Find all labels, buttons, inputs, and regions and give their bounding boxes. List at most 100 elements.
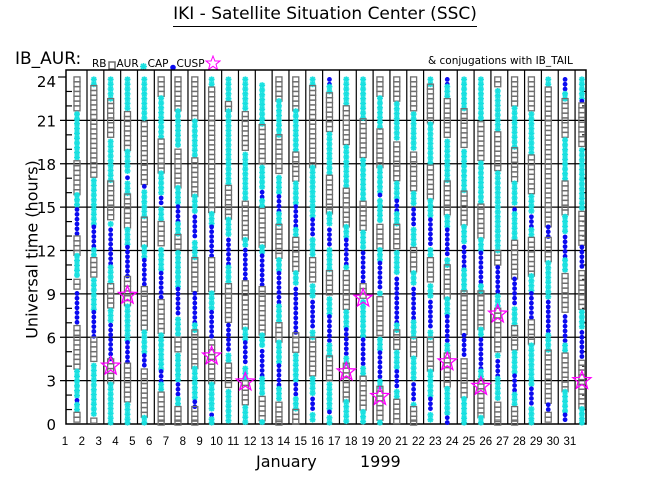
title-text: IKI - Satellite Situation Center (SSC) [173,4,477,27]
aur-marker [562,347,569,354]
cap-marker [74,211,80,217]
day-column-8 [191,76,199,426]
aur-marker [309,251,316,258]
aur-marker [208,81,215,88]
cap-marker [411,211,416,217]
aur-marker [174,254,181,261]
rb-marker [73,416,81,423]
x-tick-label: 24 [446,436,459,448]
aur-marker [90,81,97,88]
aur-marker [292,405,299,412]
aur-marker [259,341,266,348]
rb-marker [73,105,81,112]
cap-marker [360,250,366,256]
cap-marker [259,282,265,288]
aur-marker [511,225,518,232]
cap-marker [125,263,130,269]
cap-marker [175,382,181,387]
aur-marker [275,126,282,133]
cap-marker [444,77,450,82]
cap-marker [91,224,97,230]
cap-marker [343,351,349,357]
aur-marker [225,86,232,93]
rb-marker [578,140,586,148]
aur-marker [444,172,451,179]
aur-marker [343,398,350,405]
aur-marker [141,95,148,102]
cap-marker [562,333,568,339]
aur-marker [410,200,417,207]
day-column-25 [477,76,485,426]
aur-marker [511,129,518,136]
cap-marker [394,373,400,379]
aur-marker [107,386,114,393]
aur-marker [393,220,400,227]
cusp-conjunction-star [99,354,122,376]
aur-marker [494,194,501,201]
aur-marker [158,266,165,273]
day-column-9 [207,76,216,426]
cap-marker [276,194,282,199]
aur-marker [124,401,131,408]
cap-marker [562,253,568,259]
cap-marker [158,285,164,290]
aur-marker [528,380,535,387]
cap-marker [276,368,282,373]
cap-marker [276,285,282,290]
cap-marker [293,301,299,306]
aur-marker [461,238,468,245]
cap-marker [209,229,215,235]
cap-marker [175,310,181,316]
aur-marker [174,376,181,383]
aur-marker [494,180,501,187]
aur-marker [107,172,114,179]
rb-marker [409,415,418,422]
cap-marker [293,204,299,210]
aur-marker [225,137,232,144]
aur-marker [393,269,400,276]
aur-marker [191,193,198,200]
cap-marker [461,263,467,269]
aur-marker [292,279,299,286]
cap-marker [461,337,467,343]
conjugation-note: & conjugations with IB_TAIL [428,55,573,67]
aur-marker [208,419,215,426]
cap-marker [175,386,181,392]
cap-marker [327,237,332,242]
aur-marker [494,298,501,305]
aur-marker [124,190,131,197]
cap-marker [141,362,147,368]
cap-marker [91,229,97,235]
x-tick-label: 14 [277,436,290,448]
cap-marker [209,224,215,230]
cap-marker [310,299,316,305]
cap-marker [310,406,316,411]
aur-marker [477,414,484,421]
aur-marker [90,251,97,258]
aur-marker [174,330,181,337]
aur-marker [427,197,434,204]
cap-marker [310,217,316,223]
cap-marker [310,401,316,407]
aur-marker [74,125,80,132]
aur-marker [158,109,165,116]
cap-marker [242,359,248,365]
rb-marker [376,329,384,337]
y-tick-label: 15 [37,199,56,217]
cap-marker [226,242,231,248]
aur-marker [124,81,131,88]
x-tick-label: 7 [163,436,169,448]
x-tick-label: 23 [429,436,442,448]
aur-marker [511,194,518,201]
rb-marker [460,141,468,149]
aur-marker [141,419,148,426]
cap-marker [209,412,215,418]
cap-marker [428,222,433,227]
cap-marker [562,318,568,324]
cap-marker [91,243,97,249]
cap-marker [259,272,265,278]
cap-marker [108,237,114,242]
rb-marker [325,374,334,381]
cap-marker [293,325,299,330]
rb-marker [494,416,502,423]
